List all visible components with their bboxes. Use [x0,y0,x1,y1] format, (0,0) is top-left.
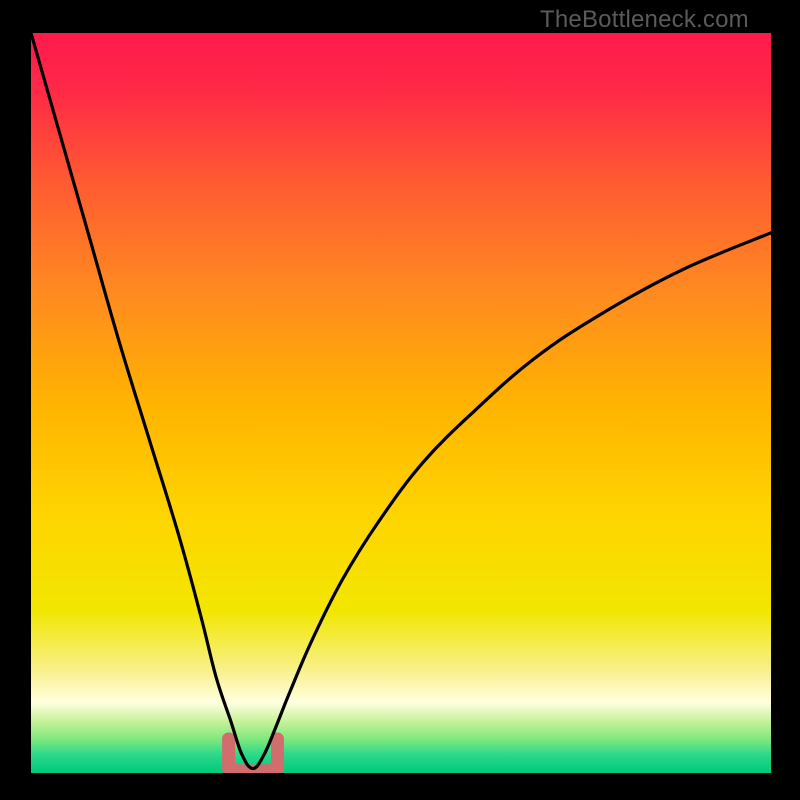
watermark-text: TheBottleneck.com [540,6,749,34]
bottom-u-dot-left [222,732,235,745]
plot-area [31,33,771,773]
gradient-background [31,33,771,773]
bottleneck-curve-chart [31,33,771,773]
chart-stage: TheBottleneck.com [0,0,800,800]
